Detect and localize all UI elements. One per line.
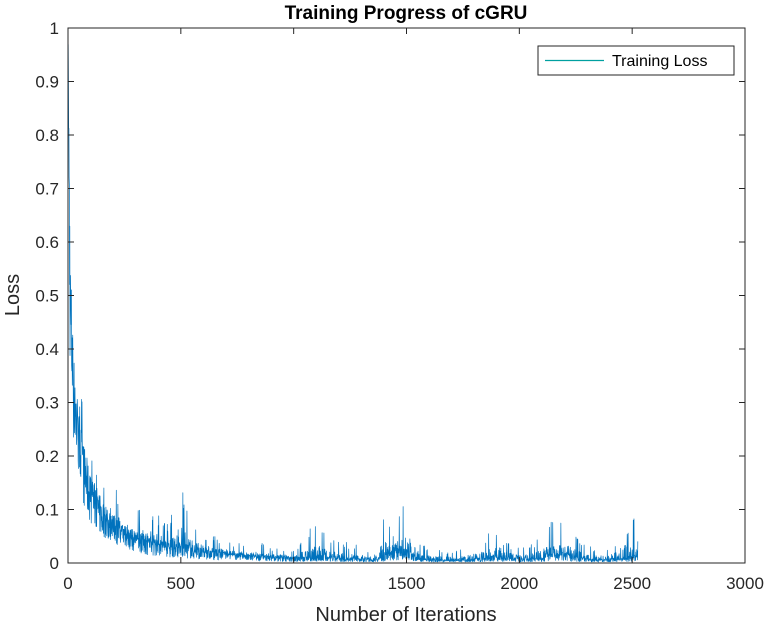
series-layer xyxy=(67,44,639,563)
y-tick-label: 0.5 xyxy=(35,287,59,306)
x-tick-label: 0 xyxy=(63,574,72,593)
x-tick-label: 500 xyxy=(167,574,195,593)
y-axis-title: Loss xyxy=(2,274,24,316)
x-tick-label: 2000 xyxy=(500,574,538,593)
x-tick-label: 1500 xyxy=(388,574,426,593)
chart-title: Training Progress of cGRU xyxy=(285,3,528,24)
y-tick-label: 1 xyxy=(50,19,59,38)
y-tick-label: 0.8 xyxy=(35,126,59,145)
x-tick-label: 1000 xyxy=(275,574,313,593)
ticks-layer: 0 500 1000 1500 2000 2500 3000 0 0.1 0.2 0.3 0.4 0.5… xyxy=(35,19,764,593)
y-tick-label: 0.1 xyxy=(35,501,59,520)
x-tick-label: 2500 xyxy=(613,574,651,593)
series-line-training-loss xyxy=(67,44,639,563)
y-tick-label: 0.2 xyxy=(35,447,59,466)
y-tick-label: 0.3 xyxy=(35,394,59,413)
x-axis-title: Number of Iterations xyxy=(315,604,496,626)
y-tick-label: 0.6 xyxy=(35,233,59,252)
y-tick-label: 0.9 xyxy=(35,73,59,92)
x-tick-label: 3000 xyxy=(726,574,764,593)
plot-area xyxy=(68,28,745,563)
y-tick-label: 0 xyxy=(50,554,59,573)
y-tick-label: 0.7 xyxy=(35,180,59,199)
legend: Training Loss xyxy=(537,45,735,76)
y-tick-label: 0.4 xyxy=(35,340,59,359)
legend-label-training-loss: Training Loss xyxy=(612,53,707,70)
